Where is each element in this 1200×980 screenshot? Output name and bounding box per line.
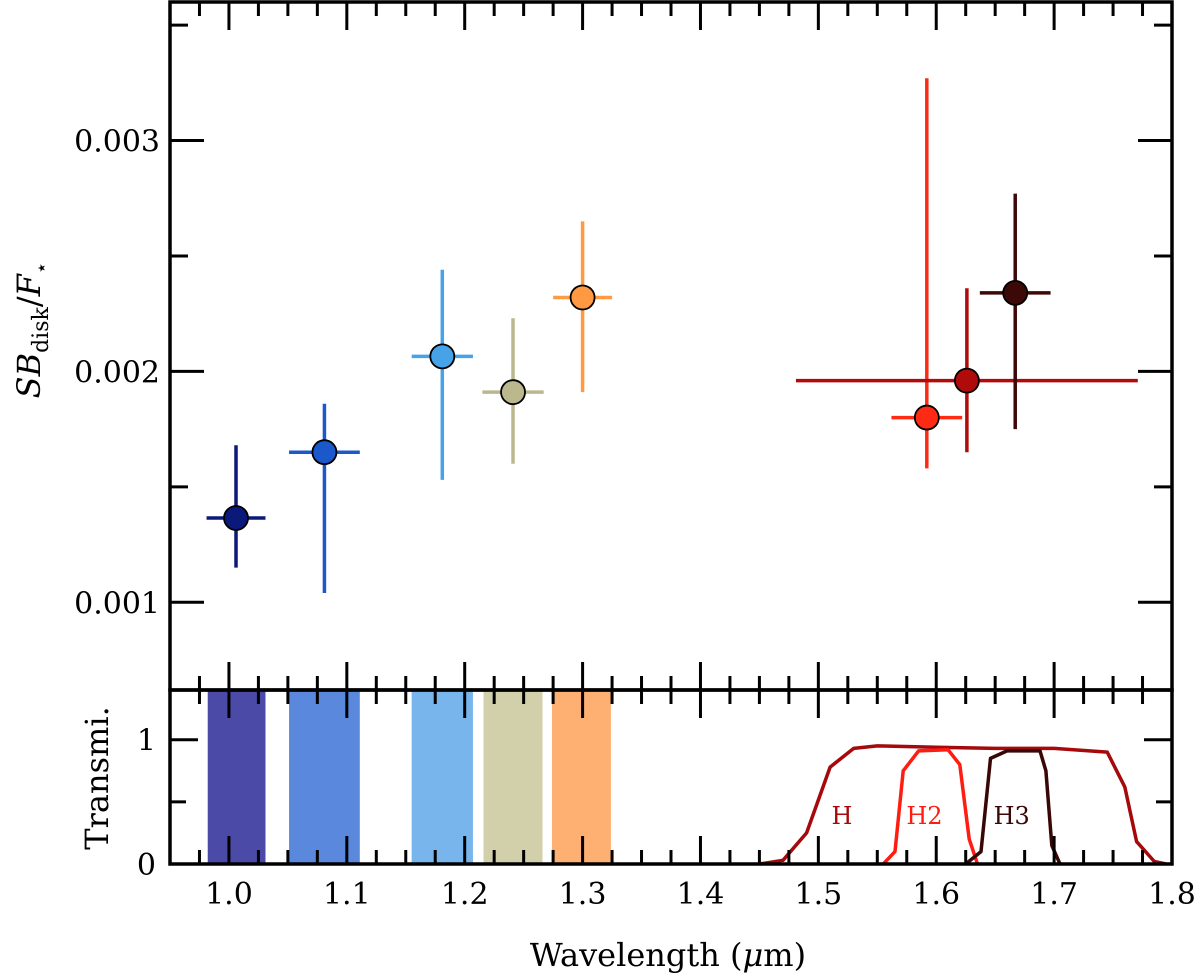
x-tick-label: 1.6 bbox=[912, 877, 960, 912]
data-point-1 bbox=[223, 505, 249, 531]
filter-curve-h3 bbox=[964, 749, 1062, 866]
data-point-group bbox=[482, 318, 544, 464]
data-point-6 bbox=[913, 404, 940, 431]
y-tick-label-top: 0.001 bbox=[74, 586, 160, 621]
x-tick-label: 1.7 bbox=[1030, 877, 1078, 912]
x-tick-label: 1.1 bbox=[323, 877, 371, 912]
x-tick-label: 1.3 bbox=[559, 877, 607, 912]
x-axis-title: Wavelength (μm) bbox=[530, 936, 806, 974]
filter-label-h3: H3 bbox=[994, 802, 1030, 830]
x-tick-label: 1.0 bbox=[205, 877, 253, 912]
data-point-4 bbox=[500, 379, 526, 406]
x-tick-label: 1.8 bbox=[1148, 877, 1196, 912]
filter-band-2 bbox=[289, 690, 360, 864]
filter-label-h2: H2 bbox=[906, 802, 942, 830]
transmission-panel: H H2 H3 bbox=[207, 690, 1167, 866]
y-tick-label-bottom: 0 bbox=[137, 848, 156, 883]
data-point-5 bbox=[569, 284, 596, 311]
filter-label-h: H bbox=[831, 802, 852, 830]
x-tick-label: 1.5 bbox=[794, 877, 842, 912]
filter-band-5 bbox=[551, 690, 611, 864]
x-tick-label: 1.4 bbox=[677, 877, 725, 912]
data-point-group bbox=[411, 269, 473, 480]
filter-curve-h2 bbox=[881, 747, 980, 866]
y-tick-label-top: 0.002 bbox=[74, 355, 160, 390]
data-point-2 bbox=[311, 439, 338, 466]
data-point-group bbox=[979, 193, 1051, 430]
data-point-group bbox=[289, 403, 360, 594]
axes-frames: 1.0 1.1 1.2 1.3 1.4 1.5 1.6 1.7 1.8 0.001 0.002 0.0… bbox=[74, 0, 1196, 912]
filter-curve-h bbox=[759, 744, 1167, 866]
y-axis-title-top: SBdisk/F⋆ bbox=[10, 262, 54, 399]
x-tick-label: 1.2 bbox=[441, 877, 489, 912]
y-tick-label-top: 0.003 bbox=[74, 125, 160, 160]
y-tick-label-bottom: 1 bbox=[137, 724, 156, 759]
y-axis-title-bottom: Transmi. bbox=[78, 706, 116, 850]
data-point-group bbox=[206, 445, 266, 568]
data-point-group bbox=[553, 221, 613, 393]
filter-band-3 bbox=[411, 690, 473, 864]
data-point-8 bbox=[1002, 279, 1029, 306]
data-point-7 bbox=[953, 367, 980, 394]
surface-brightness-panel bbox=[206, 78, 1138, 594]
data-point-3 bbox=[429, 343, 456, 370]
filter-band-4 bbox=[483, 690, 543, 864]
data-point-group bbox=[891, 78, 963, 469]
filter-band-1 bbox=[207, 690, 266, 864]
top-axes-frame bbox=[168, 0, 1174, 692]
data-point-group bbox=[795, 288, 1138, 453]
